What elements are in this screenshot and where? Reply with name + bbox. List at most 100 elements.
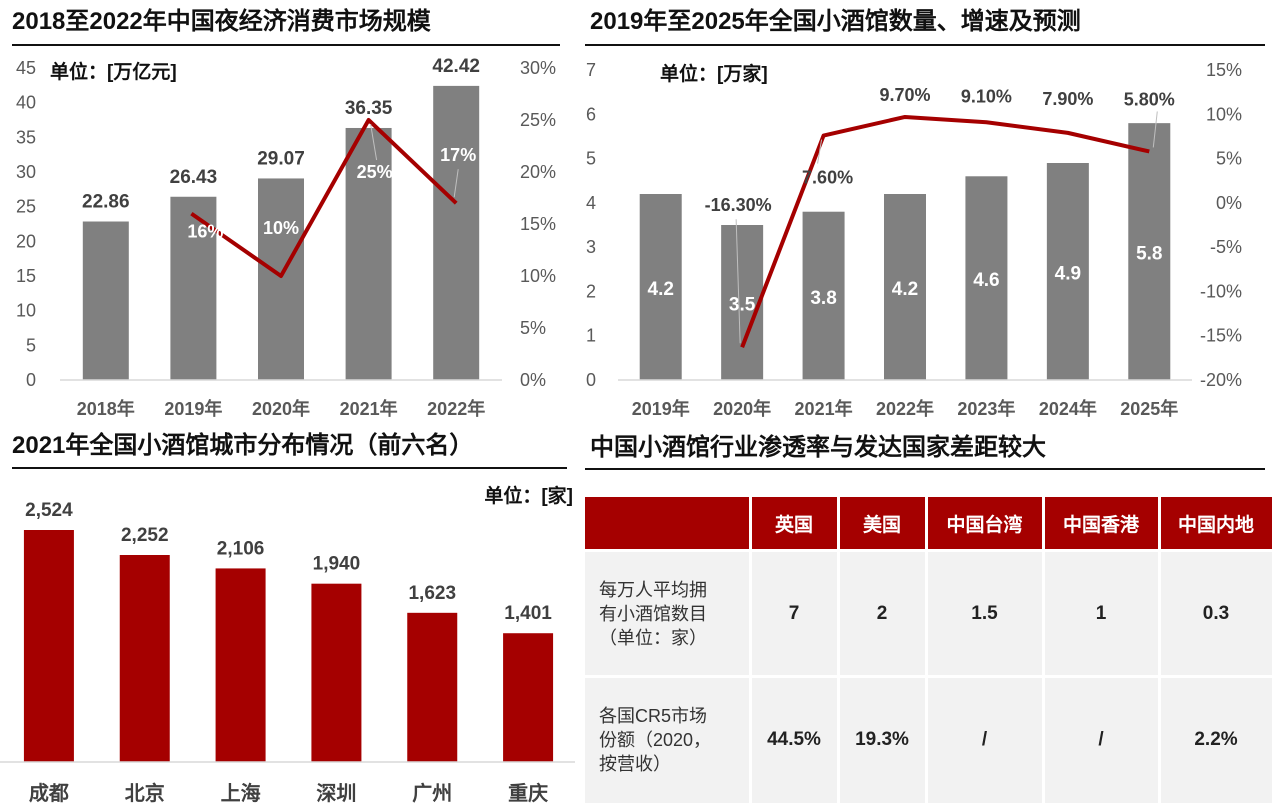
y-axis-tick-label: 10 xyxy=(16,301,36,321)
table-header-taiwan: 中国台湾 xyxy=(926,497,1045,551)
chart3-title-rule xyxy=(12,467,567,469)
bar xyxy=(802,211,845,380)
bar-value-label: 26.43 xyxy=(170,167,218,188)
x-axis-category-label: 2025年 xyxy=(1120,398,1178,419)
x-axis-category-label: 北京 xyxy=(125,781,165,805)
growth-rate-label: -16.30% xyxy=(705,195,772,215)
y-axis-tick-label: 0 xyxy=(586,370,596,390)
table-cell: 2 xyxy=(838,549,928,677)
y2-axis-tick-label: 0% xyxy=(520,370,546,390)
bar xyxy=(965,176,1008,380)
table-header-row: 英国 美国 中国台湾 中国香港 中国内地 xyxy=(585,497,1275,551)
bar xyxy=(215,568,266,762)
y2-axis-tick-label: 5% xyxy=(520,318,546,338)
growth-rate-label: 5.80% xyxy=(1124,89,1175,109)
chart2-title-rule xyxy=(585,44,1265,46)
table-row: 各国CR5市场 份额（2020， 按营收） 44.5% 19.3% / / 2.… xyxy=(585,675,1275,803)
y2-axis-tick-label: -15% xyxy=(1200,326,1242,346)
bar-value-label: 4.9 xyxy=(1055,264,1081,285)
bar xyxy=(503,633,554,762)
unit-label: 单位：[家] xyxy=(484,484,573,507)
table-cell: 1 xyxy=(1043,549,1161,677)
row-label-line: 按营收） xyxy=(599,754,671,775)
leader-line xyxy=(370,123,378,161)
y-axis-tick-label: 1 xyxy=(586,326,596,346)
table-header-hongkong: 中国香港 xyxy=(1043,497,1161,551)
bar xyxy=(639,194,682,380)
x-axis-category-label: 2020年 xyxy=(252,398,310,419)
x-axis-category-label: 2021年 xyxy=(795,398,853,419)
row-label-cr5-share: 各国CR5市场 份额（2020， 按营收） xyxy=(585,675,752,803)
growth-rate-label: 10% xyxy=(263,218,299,238)
y2-axis-tick-label: 0% xyxy=(1216,193,1242,213)
row-label-line: 份额（2020， xyxy=(599,730,712,751)
bar-value-label: 4.2 xyxy=(892,279,918,300)
x-axis-category-label: 2020年 xyxy=(713,398,771,419)
x-axis-category-label: 上海 xyxy=(221,781,261,805)
y2-axis-tick-label: -10% xyxy=(1200,281,1242,301)
x-axis-category-label: 广州 xyxy=(412,781,452,805)
growth-rate-label: 16% xyxy=(187,222,223,242)
bar xyxy=(407,612,458,762)
bar-value-label: 1,623 xyxy=(408,583,456,604)
bar-value-label: 3.5 xyxy=(729,295,756,316)
x-axis-category-label: 重庆 xyxy=(508,781,548,805)
y2-axis-tick-label: 20% xyxy=(520,162,556,182)
y-axis-tick-label: 2 xyxy=(586,281,596,301)
leader-line xyxy=(1152,111,1158,148)
bar-value-label: 22.86 xyxy=(82,192,130,213)
y2-axis-tick-label: 25% xyxy=(520,110,556,130)
growth-line xyxy=(740,114,1150,348)
growth-rate-label: 17% xyxy=(440,145,476,165)
bar-value-label: 4.2 xyxy=(648,279,674,300)
table-cell: 19.3% xyxy=(838,675,928,803)
y-axis-tick-label: 35 xyxy=(16,127,36,147)
growth-rate-label: 7.90% xyxy=(1042,89,1093,109)
bar xyxy=(82,221,129,380)
y2-axis-tick-label: -5% xyxy=(1210,237,1242,257)
row-label-line: 每万人平均拥 xyxy=(599,579,707,600)
bar-value-label: 36.35 xyxy=(345,98,393,119)
y2-axis-tick-label: 5% xyxy=(1216,149,1242,169)
table-title-rule xyxy=(585,468,1265,470)
y-axis-tick-label: 45 xyxy=(16,58,36,78)
bar xyxy=(258,178,304,380)
table-cell: / xyxy=(926,675,1045,803)
x-axis-category-label: 2019年 xyxy=(164,398,222,419)
bar xyxy=(119,555,170,762)
row-label-line: （单位：家） xyxy=(599,627,707,648)
row-label-line: 有小酒馆数目 xyxy=(599,603,707,624)
y-axis-tick-label: 0 xyxy=(26,370,36,390)
y2-axis-tick-label: 15% xyxy=(1206,60,1242,80)
chart1-title: 2018至2022年中国夜经济消费市场规模 xyxy=(12,8,431,35)
table-cell: 2.2% xyxy=(1159,675,1275,803)
bar xyxy=(345,127,392,381)
bar xyxy=(721,225,764,380)
y-axis-tick-label: 40 xyxy=(16,93,36,113)
y2-axis-tick-label: 15% xyxy=(520,214,556,234)
bar-value-label: 2,252 xyxy=(121,525,169,546)
table-cell: 0.3 xyxy=(1159,549,1275,677)
y2-axis-tick-label: 30% xyxy=(520,58,556,78)
growth-rate-label: 9.70% xyxy=(879,85,930,105)
y2-axis-tick-label: -20% xyxy=(1200,370,1242,390)
bar xyxy=(1046,163,1089,380)
unit-label: 单位：[万家] xyxy=(660,62,768,85)
table-title: 中国小酒馆行业渗透率与发达国家差距较大 xyxy=(590,434,1046,461)
bar-value-label: 1,401 xyxy=(504,603,552,624)
bar-value-label: 4.6 xyxy=(973,270,999,291)
y-axis-tick-label: 6 xyxy=(586,104,596,124)
y-axis-tick-label: 3 xyxy=(586,237,596,257)
table-header-mainland: 中国内地 xyxy=(1159,497,1275,551)
y-axis-tick-label: 5 xyxy=(26,335,36,355)
growth-rate-label: 9.10% xyxy=(961,86,1012,106)
table-cell: 7 xyxy=(750,549,840,677)
bar xyxy=(23,530,74,762)
y-axis-tick-label: 15 xyxy=(16,266,36,286)
bar-value-label: 3.8 xyxy=(810,288,836,309)
y-axis-tick-label: 7 xyxy=(586,60,596,80)
bar-value-label: 42.42 xyxy=(432,56,480,77)
y-axis-tick-label: 5 xyxy=(586,149,596,169)
bar xyxy=(884,194,926,380)
